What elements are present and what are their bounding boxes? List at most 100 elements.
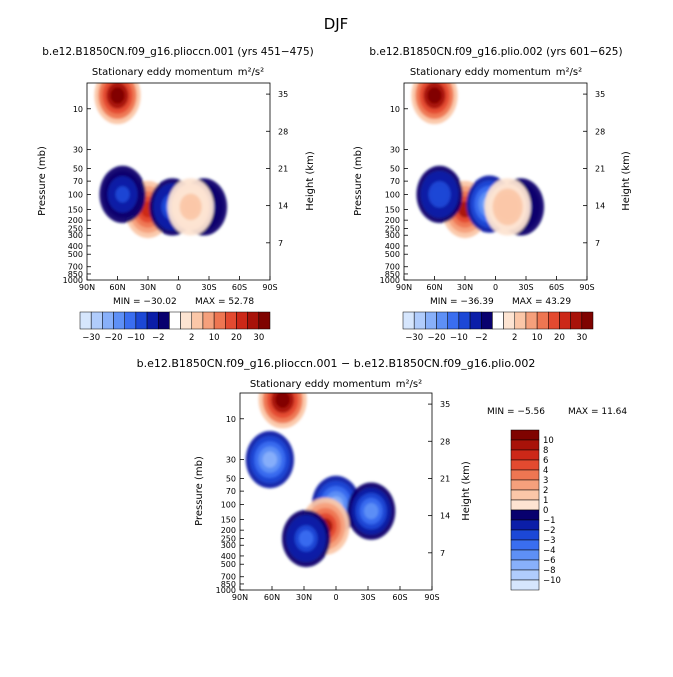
y-tick-label: 50	[226, 475, 236, 484]
colorbar-swatch	[79, 311, 92, 330]
contour-1-5-4	[183, 198, 198, 216]
y2-tick-label: 35	[278, 90, 288, 99]
colorbar-swatch	[510, 479, 540, 491]
y-tick-label: 200	[68, 216, 83, 225]
colorbar-swatch	[135, 311, 148, 330]
colorbar-swatch	[402, 311, 415, 330]
colorbar-swatch	[581, 311, 594, 330]
colorbar-swatch	[510, 499, 540, 511]
y-tick-label: 250	[68, 224, 83, 233]
colorbar-label: 30	[576, 333, 587, 343]
y-tick-label: 10	[73, 105, 83, 114]
colorbar-swatch	[157, 311, 170, 330]
colorbar-label: 10	[209, 333, 220, 343]
colorbar-label: −10	[543, 576, 561, 586]
y2-tick-label: 21	[595, 164, 605, 173]
colorbar-label: 10	[532, 333, 543, 343]
y-tick-label: 500	[385, 250, 400, 259]
panel-2-max: MAX = 43.29	[512, 297, 571, 307]
y-tick-label: 70	[226, 487, 236, 496]
y-tick-label: 250	[221, 534, 236, 543]
panel-1-plot	[87, 83, 270, 280]
y-tick-label: 150	[68, 205, 83, 214]
x-tick-label: 60N	[109, 283, 125, 292]
panel-1-subtitle: Stationary eddy momentum m²/s²	[92, 67, 264, 78]
contour-2-2-4	[432, 186, 447, 203]
panel-1-y2label: Height (km)	[305, 151, 316, 211]
panel-3-max: MAX = 11.64	[568, 407, 627, 417]
colorbar-swatch	[510, 459, 540, 471]
y-tick-label: 30	[226, 456, 236, 465]
x-tick-label: 0	[493, 283, 498, 292]
x-tick-label: 90S	[579, 283, 594, 292]
y-tick-label: 70	[73, 177, 83, 186]
colorbar-label: −1	[543, 516, 556, 526]
panel-2-xticks: 90N 60N 30N 0 30S 60S 90S	[396, 276, 595, 292]
colorbar-swatch	[510, 519, 540, 531]
y2-tick-label: 7	[595, 239, 600, 248]
x-tick-label: 30N	[457, 283, 473, 292]
panel-1: b.e12.B1850CN.f09_g16.plioccn.001 (yrs 4…	[37, 46, 316, 343]
panel-1-ylabel: Pressure (mb)	[37, 146, 48, 216]
y2-tick-label: 28	[440, 437, 450, 446]
panel-3-subtitle: Stationary eddy momentum m²/s²	[250, 379, 422, 390]
colorbar-label: 1	[543, 496, 548, 506]
panel-2-subtitle: Stationary eddy momentum m²/s²	[410, 67, 582, 78]
y-tick-label: 50	[73, 165, 83, 174]
colorbar-swatch	[236, 311, 248, 330]
colorbar-swatch	[492, 311, 504, 330]
y-tick-label: 850	[385, 270, 400, 279]
panel-3-min: MIN = −5.56	[487, 407, 545, 417]
colorbar-swatch	[413, 311, 426, 330]
x-tick-label: 60S	[232, 283, 247, 292]
x-tick-label: 90S	[424, 593, 439, 602]
colorbar-label: −20	[428, 333, 446, 343]
y-tick-label: 50	[390, 165, 400, 174]
y-tick-label: 1000	[63, 276, 83, 285]
y-tick-label: 700	[68, 263, 83, 272]
panel-1-min: MIN = −30.02	[113, 297, 177, 307]
y2-tick-label: 7	[278, 239, 283, 248]
contour-3-5-4	[298, 530, 314, 547]
colorbar-swatch	[510, 489, 540, 501]
panel-2-case-title: b.e12.B1850CN.f09_g16.plio.002 (yrs 601−…	[369, 46, 622, 58]
y-tick-label: 10	[226, 415, 236, 424]
panel-2-field	[411, 83, 545, 239]
colorbar-swatch	[510, 469, 540, 481]
panel-2-plot	[404, 83, 587, 280]
panel-2-colorbar: −30 −20 −10 −2 2 10 20 30	[402, 311, 594, 343]
y-tick-label: 200	[221, 526, 236, 535]
panel-3-xticks: 90N 60N 30N 0 30S 60S 90S	[232, 586, 440, 602]
panel-3: b.e12.B1850CN.f09_g16.plioccn.001 − b.e1…	[137, 357, 628, 602]
colorbar-swatch	[202, 311, 215, 330]
colorbar-swatch	[559, 311, 571, 330]
colorbar-label: 10	[543, 436, 554, 446]
x-tick-label: 90S	[262, 283, 277, 292]
y-tick-label: 150	[385, 205, 400, 214]
x-tick-label: 30S	[201, 283, 216, 292]
colorbar-label: −2	[152, 333, 165, 343]
colorbar-swatch	[510, 569, 540, 581]
panel-2-min: MIN = −36.39	[430, 297, 494, 307]
colorbar-swatch	[480, 311, 493, 330]
panel-3-field	[245, 393, 396, 568]
x-tick-label: 0	[333, 593, 338, 602]
y-tick-label: 30	[73, 146, 83, 155]
y-tick-label: 850	[68, 270, 83, 279]
y-tick-label: 30	[390, 146, 400, 155]
contour-1-2-4	[115, 186, 130, 203]
panel-3-plot	[240, 393, 432, 590]
contour-2-5-4	[500, 198, 515, 216]
x-tick-label: 30S	[518, 283, 533, 292]
panel-3-y2ticks: 35 28 21 14 7	[428, 400, 450, 558]
colorbar-label: −6	[543, 556, 556, 566]
contour-2-0-4	[427, 87, 442, 104]
difference-title: b.e12.B1850CN.f09_g16.plioccn.001 − b.e1…	[137, 357, 536, 370]
panel-1-y2ticks: 35 28 21 14 7	[266, 90, 288, 248]
y-tick-label: 300	[385, 231, 400, 240]
y2-tick-label: 14	[595, 202, 605, 211]
colorbar-swatch	[503, 311, 516, 330]
colorbar-swatch	[247, 311, 260, 330]
